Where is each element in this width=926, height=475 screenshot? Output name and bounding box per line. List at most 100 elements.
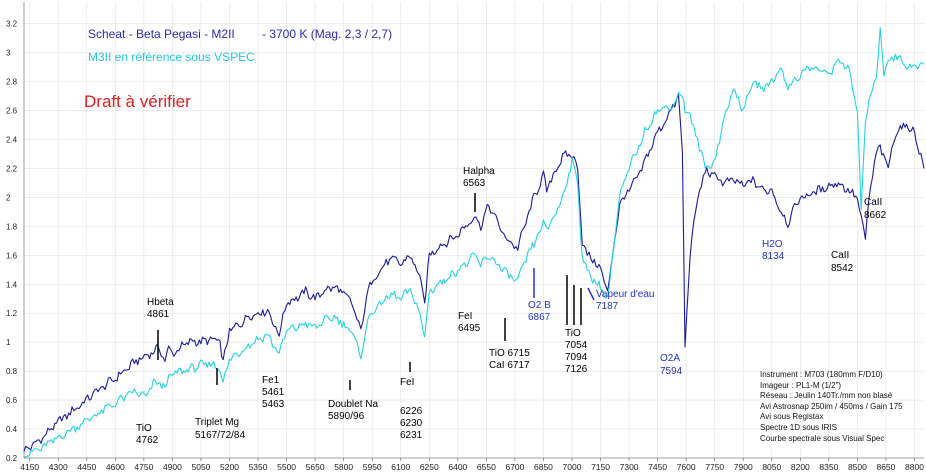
annotation-fei-6226-line-4: 6231 bbox=[400, 430, 423, 441]
annotation-vapeur-eau: Vapeur d'eau 7187 bbox=[596, 289, 657, 312]
x-tick-label: 8050 bbox=[762, 462, 781, 472]
annotation-tio-7054-line-4: 7126 bbox=[565, 364, 588, 375]
x-tick-label: 4150 bbox=[20, 462, 39, 472]
x-tick-label: 6850 bbox=[534, 462, 553, 472]
x-tick-label: 7300 bbox=[620, 462, 639, 472]
x-tick-label: 4900 bbox=[163, 462, 182, 472]
y-tick-label: 2.2 bbox=[6, 164, 18, 173]
x-tick-label: 6700 bbox=[505, 462, 524, 472]
annotation-doublet-na-line-2: 5890/96 bbox=[328, 411, 365, 422]
x-tick-label: 5500 bbox=[277, 462, 296, 472]
annotation-tio-7054-line-2: 7054 bbox=[565, 340, 588, 351]
y-tick-label: 1 bbox=[6, 338, 11, 347]
x-tick-label: 6250 bbox=[420, 462, 439, 472]
annotation-tio-4762-line-2: 4762 bbox=[136, 435, 159, 446]
y-tick-label: 3 bbox=[6, 49, 11, 58]
x-tick-label: 8350 bbox=[819, 462, 838, 472]
annotation-tio-6715: TiO 6715 CaI 6717 bbox=[489, 348, 533, 371]
x-tick-label: 8800 bbox=[905, 462, 924, 472]
line-annotations: Hbeta 4861 TiO 4762 Triplet Mg 5167/72/8… bbox=[136, 166, 887, 446]
chart-subtitle: M3II en référence sous VSPEC bbox=[88, 50, 255, 64]
annotation-o2b: O2 B 6867 bbox=[528, 300, 554, 323]
x-tick-label: 7000 bbox=[563, 462, 582, 472]
annotation-tio-7054-line-3: 7094 bbox=[565, 352, 588, 363]
y-tick-label: 0.8 bbox=[6, 367, 18, 376]
x-tick-label: 5650 bbox=[306, 462, 325, 472]
annotation-vapeur-eau-line-1: Vapeur d'eau bbox=[596, 289, 654, 300]
annotation-tio-7054-line-1: TiO bbox=[565, 328, 581, 339]
annotation-tio-4762-line-1: TiO bbox=[136, 423, 152, 434]
annotation-halpha-line-2: 6563 bbox=[463, 178, 486, 189]
annotation-fe1-line-1: Fe1 bbox=[262, 375, 280, 386]
y-tick-label: 2.8 bbox=[6, 78, 18, 87]
draft-note: Draft à vérifier bbox=[84, 92, 191, 111]
annotation-triplet-mg-line-1: Triplet Mg bbox=[195, 417, 239, 428]
series-line-m3ii-reference bbox=[23, 27, 925, 458]
y-tick-label: 2.6 bbox=[6, 107, 18, 116]
x-tick-label: 7450 bbox=[648, 462, 667, 472]
annotation-h2o-line-2: 8134 bbox=[762, 251, 785, 262]
annotation-tio-4762: TiO 4762 bbox=[136, 423, 159, 446]
annotation-o2a: O2A 7594 bbox=[660, 353, 683, 377]
x-tick-label: 8500 bbox=[848, 462, 867, 472]
info-line-capture: Avi Astrosnap 250im / 450ms / Gain 175 bbox=[760, 401, 903, 411]
annotation-tio-7054: TiO 7054 7094 7126 bbox=[565, 328, 590, 375]
instrument-info: Instrument : M703 (180mm F/D10) Imageur … bbox=[760, 370, 903, 444]
y-tick-label: 1.6 bbox=[6, 251, 18, 260]
annotation-fe1-line-2: 5461 bbox=[262, 387, 285, 398]
annotation-o2b-line-2: 6867 bbox=[528, 312, 551, 323]
x-tick-label: 7150 bbox=[591, 462, 610, 472]
x-tick-label: 8650 bbox=[876, 462, 895, 472]
x-tick-label: 5050 bbox=[191, 462, 210, 472]
y-tick-label: 3.2 bbox=[6, 20, 18, 29]
annotation-o2a-line-1: O2A bbox=[660, 353, 680, 364]
annotation-fei-6226-line-2: 6226 bbox=[400, 406, 423, 417]
annotation-tio-6715-line-1: TiO 6715 bbox=[489, 348, 530, 359]
info-line-iris: Spectre 1D sous IRIS bbox=[760, 422, 837, 432]
annotation-doublet-na: Doublet Na 5890/96 bbox=[328, 399, 381, 422]
y-axis-ticks: 0.2 0.4 0.6 0.8 1 1.2 1.4 1.6 1.8 2 2.2 2.4 2.6 2.8 3 3… bbox=[6, 20, 18, 463]
annotation-o2a-line-2: 7594 bbox=[660, 366, 683, 377]
annotation-tio-6715-line-2: CaI 6717 bbox=[489, 360, 530, 371]
x-tick-label: 4600 bbox=[106, 462, 125, 472]
annotation-halpha: Halpha 6563 bbox=[463, 166, 497, 189]
y-tick-label: 2.4 bbox=[6, 136, 18, 145]
annotation-fei-6226: FeI 6226 6230 6231 bbox=[400, 377, 425, 441]
annotation-fei-6226-line-1: FeI bbox=[400, 377, 414, 388]
x-tick-label: 4450 bbox=[77, 462, 96, 472]
x-tick-label: 6100 bbox=[391, 462, 410, 472]
x-tick-label: 4750 bbox=[134, 462, 153, 472]
annotation-hbeta: Hbeta 4861 bbox=[147, 297, 176, 320]
annotation-o2b-line-1: O2 B bbox=[528, 300, 551, 311]
y-tick-label: 1.2 bbox=[6, 309, 18, 318]
chart-title-suffix: - 3700 K (Mag. 2,3 / 2,7) bbox=[262, 27, 392, 41]
x-tick-label: 6400 bbox=[448, 462, 467, 472]
annotation-caii-8542-line-1: CaII bbox=[831, 250, 849, 261]
annotation-caii-8662: CaII 8662 bbox=[864, 197, 887, 221]
annotation-hbeta-line-1: Hbeta bbox=[147, 297, 174, 308]
series-lines bbox=[23, 27, 925, 458]
annotation-caii-8542: CaII 8542 bbox=[831, 250, 854, 274]
annotation-fe1: Fe1 5461 5463 bbox=[262, 375, 287, 410]
x-axis-ticks: 4150 4300 4450 4600 4750 4900 5050 5200 5350 5500… bbox=[20, 458, 924, 472]
annotation-doublet-na-line-1: Doublet Na bbox=[328, 399, 378, 410]
info-line-imager: Imageur : PL1-M (1/2") bbox=[760, 380, 842, 390]
annotation-marker bbox=[587, 287, 595, 301]
annotation-h2o: H2O 8134 bbox=[762, 239, 785, 262]
info-line-instrument: Instrument : M703 (180mm F/D10) bbox=[760, 370, 883, 379]
annotation-triplet-mg: Triplet Mg 5167/72/84 bbox=[195, 417, 245, 441]
chart-title: Scheat - Beta Pegasi - M2II bbox=[88, 27, 235, 41]
y-tick-label: 0.2 bbox=[6, 454, 18, 463]
x-tick-label: 5350 bbox=[249, 462, 268, 472]
x-tick-label: 6550 bbox=[477, 462, 496, 472]
info-line-registax: Avi sous Registax bbox=[760, 412, 824, 422]
annotation-caii-8542-line-2: 8542 bbox=[831, 263, 854, 274]
y-tick-label: 1.8 bbox=[6, 222, 18, 231]
annotation-hbeta-line-2: 4861 bbox=[147, 309, 170, 320]
x-tick-label: 7600 bbox=[677, 462, 696, 472]
annotation-fei-6226-line-3: 6230 bbox=[400, 418, 423, 429]
x-tick-label: 7900 bbox=[734, 462, 753, 472]
x-tick-label: 5800 bbox=[334, 462, 353, 472]
annotation-fei-6495-line-2: 6495 bbox=[458, 323, 481, 334]
annotation-fe1-line-3: 5463 bbox=[262, 399, 285, 410]
